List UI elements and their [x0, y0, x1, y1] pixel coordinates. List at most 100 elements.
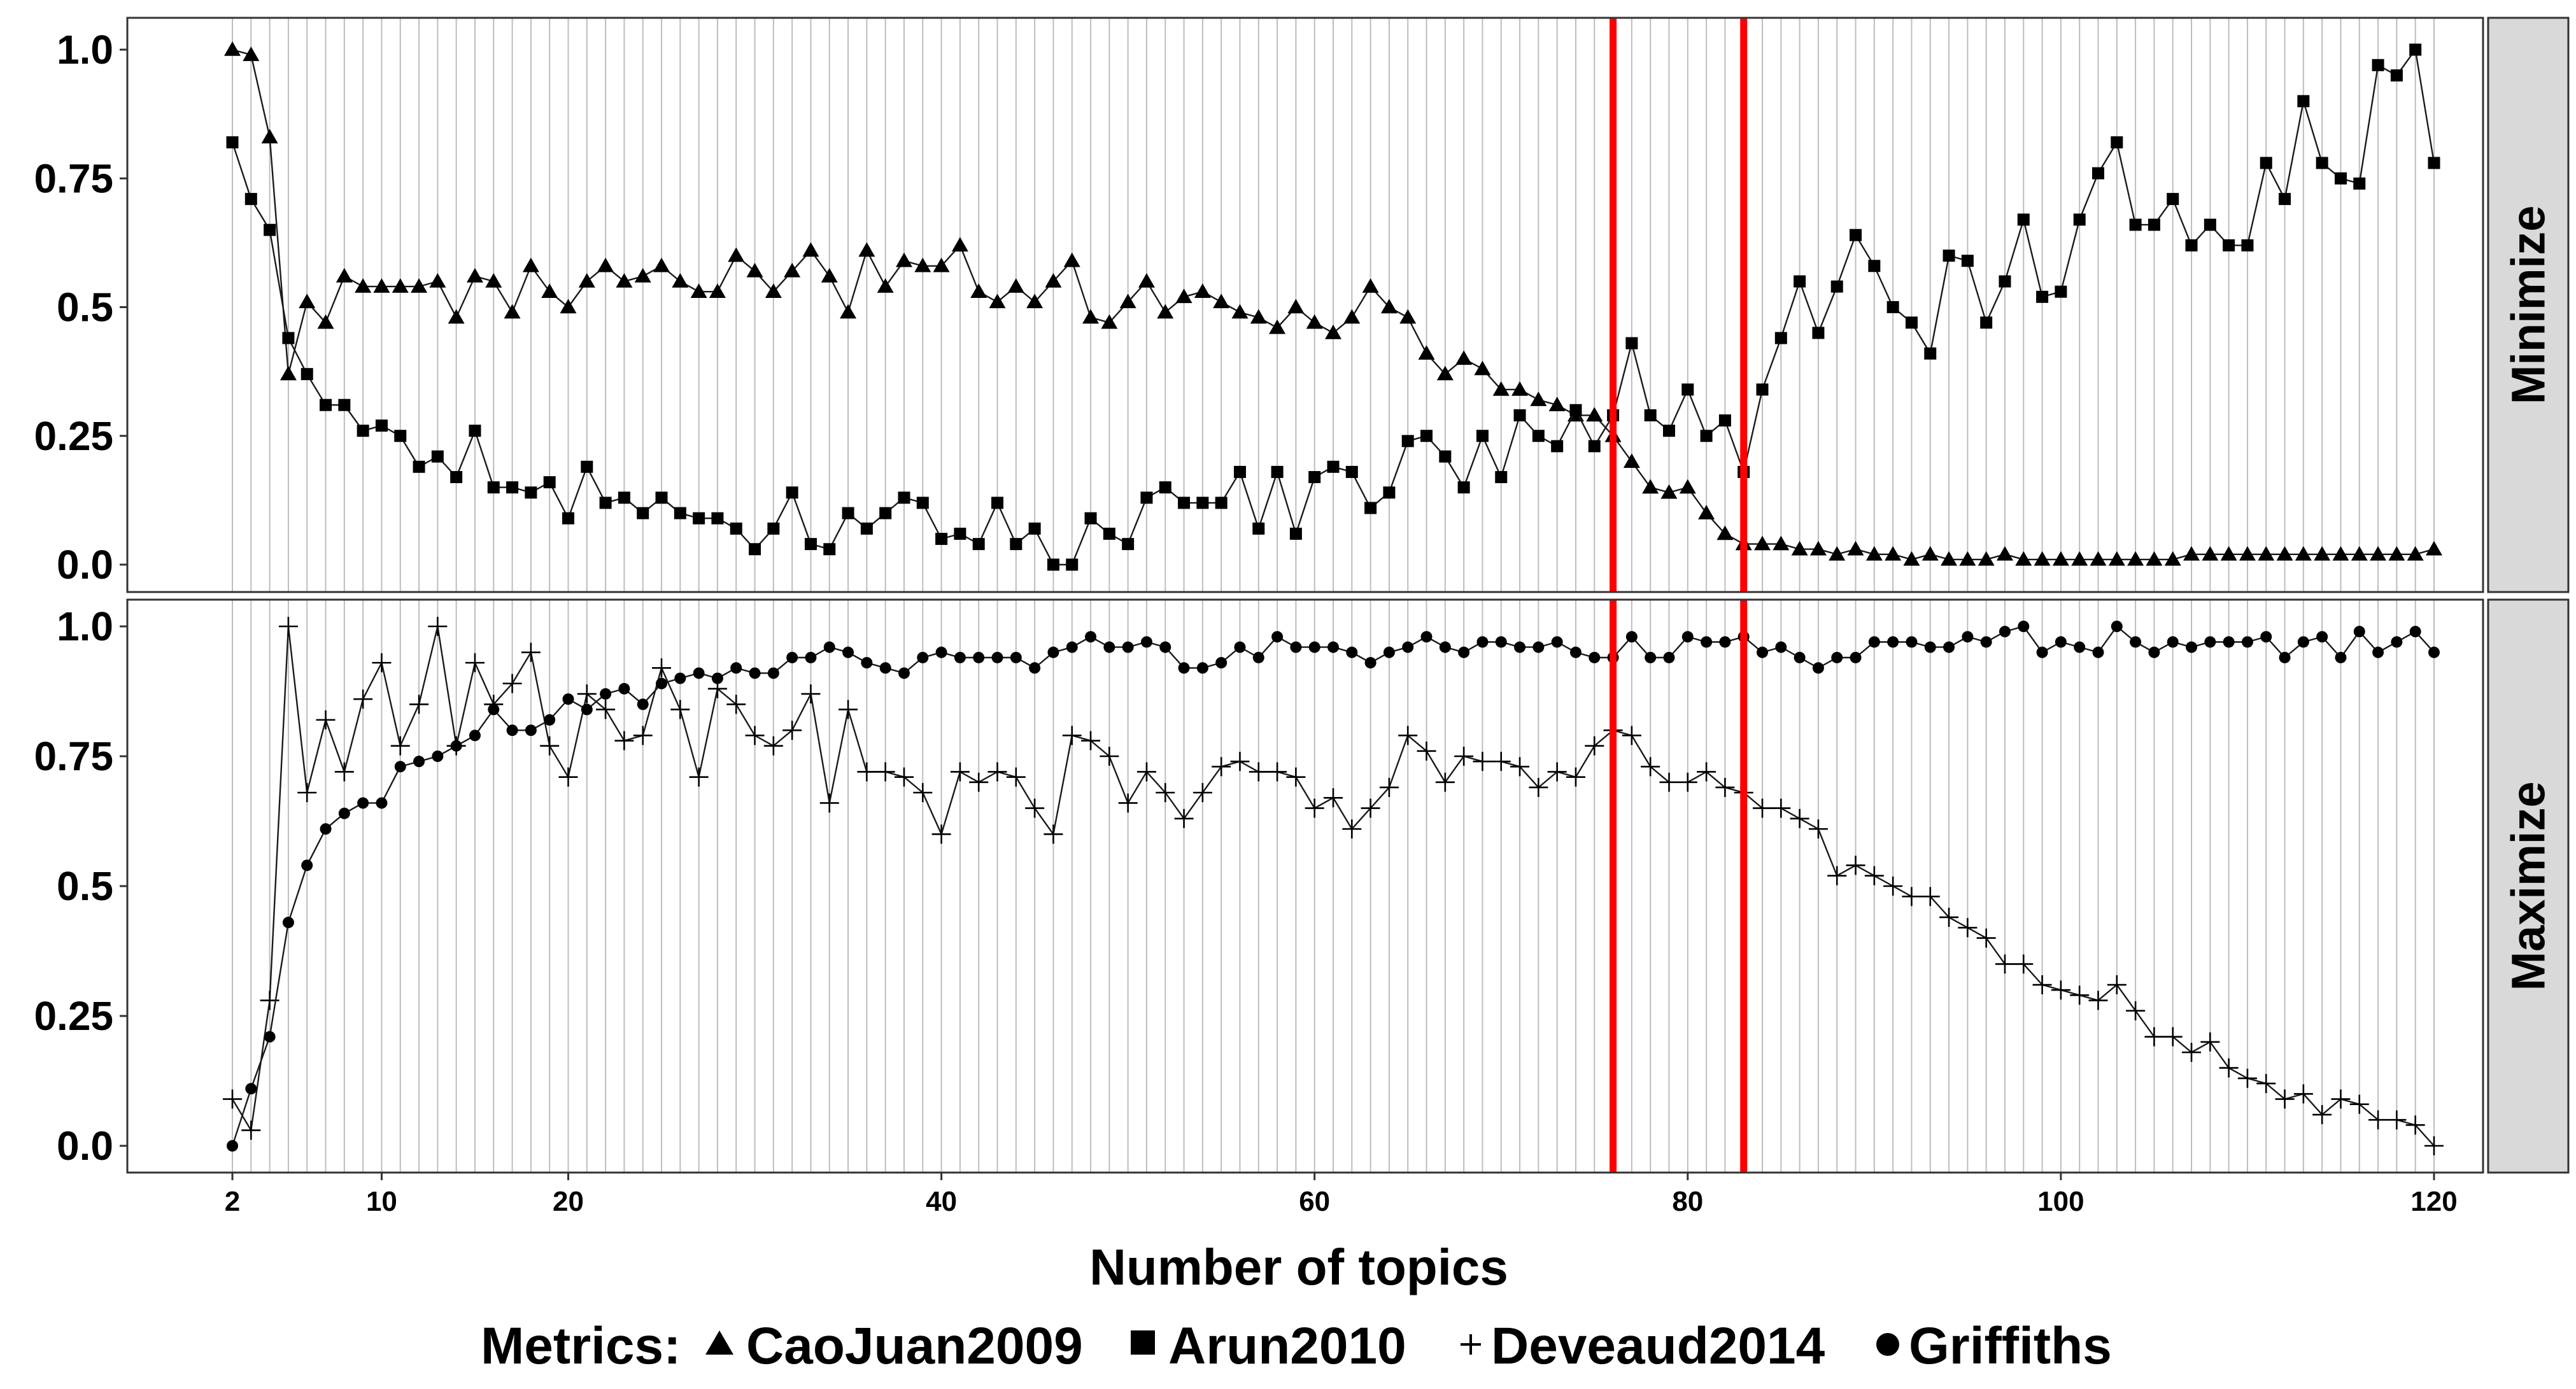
data-point-griffiths — [394, 761, 406, 773]
data-point-deveaud2014 — [875, 762, 895, 782]
data-point-arun2010 — [2185, 239, 2198, 251]
x-tick-label: 100 — [2037, 1186, 2084, 1217]
data-point-caojuan2009 — [1250, 309, 1267, 324]
data-point-griffiths — [618, 682, 630, 694]
data-point-griffiths — [282, 917, 294, 929]
data-point-griffiths — [637, 698, 649, 710]
data-point-caojuan2009 — [224, 41, 241, 56]
data-point-deveaud2014 — [409, 694, 429, 714]
data-point-caojuan2009 — [765, 283, 782, 298]
data-point-caojuan2009 — [373, 278, 390, 293]
data-point-deveaud2014 — [1659, 772, 1679, 792]
data-point-deveaud2014 — [1790, 808, 1809, 828]
data-point-deveaud2014 — [1212, 757, 1231, 777]
x-axis-title: Number of topics — [1089, 1239, 1508, 1295]
x-tick-label: 60 — [1299, 1186, 1330, 1217]
legend-marker-griffiths — [1876, 1333, 1899, 1356]
data-point-griffiths — [1569, 646, 1582, 658]
data-point-arun2010 — [2167, 193, 2179, 206]
data-point-deveaud2014 — [1342, 819, 1362, 839]
data-point-caojuan2009 — [2426, 540, 2442, 556]
data-point-griffiths — [1719, 636, 1731, 648]
data-point-caojuan2009 — [2146, 551, 2163, 566]
data-point-arun2010 — [935, 533, 948, 546]
data-point-deveaud2014 — [1510, 757, 1530, 777]
data-point-arun2010 — [2036, 290, 2049, 303]
data-point-caojuan2009 — [2351, 546, 2368, 561]
data-point-griffiths — [1906, 636, 1918, 648]
data-point-deveaud2014 — [2051, 980, 2070, 1000]
data-point-deveaud2014 — [670, 700, 690, 719]
data-point-caojuan2009 — [858, 242, 875, 257]
data-point-deveaud2014 — [1622, 726, 1641, 745]
data-point-deveaud2014 — [839, 700, 858, 719]
legend-label-deveaud2014: Deveaud2014 — [1491, 1317, 1825, 1375]
data-point-deveaud2014 — [1454, 747, 1474, 766]
data-point-caojuan2009 — [2071, 551, 2088, 566]
data-point-caojuan2009 — [802, 242, 819, 257]
legend-label-griffiths: Griffiths — [1909, 1317, 2112, 1375]
data-point-griffiths — [805, 651, 817, 663]
data-point-griffiths — [413, 756, 425, 768]
data-point-caojuan2009 — [411, 278, 428, 293]
data-point-caojuan2009 — [541, 283, 558, 298]
data-point-arun2010 — [1999, 275, 2011, 288]
data-point-arun2010 — [264, 223, 276, 236]
data-point-arun2010 — [375, 420, 388, 432]
data-point-arun2010 — [1401, 435, 1414, 448]
data-point-caojuan2009 — [970, 283, 987, 298]
x-tick-label: 20 — [553, 1186, 584, 1217]
facet-label-minimize: Minimize — [2502, 206, 2555, 404]
data-point-griffiths — [2260, 631, 2272, 643]
data-point-arun2010 — [2223, 239, 2235, 251]
data-point-arun2010 — [1905, 316, 1918, 329]
data-point-deveaud2014 — [1398, 726, 1418, 745]
data-point-arun2010 — [1551, 440, 1564, 453]
data-point-arun2010 — [2334, 172, 2347, 185]
data-point-deveaud2014 — [969, 772, 989, 792]
x-tick-label: 2 — [225, 1186, 240, 1217]
data-point-griffiths — [730, 662, 742, 674]
data-point-caojuan2009 — [1343, 309, 1361, 324]
data-point-caojuan2009 — [784, 262, 801, 278]
data-point-griffiths — [1812, 662, 1824, 674]
data-point-arun2010 — [431, 450, 444, 463]
data-point-deveaud2014 — [2368, 1110, 2388, 1130]
data-point-caojuan2009 — [1996, 546, 2013, 561]
data-point-deveaud2014 — [2424, 1136, 2444, 1155]
data-point-griffiths — [562, 693, 574, 705]
data-point-griffiths — [1701, 636, 1713, 648]
data-point-arun2010 — [618, 491, 630, 504]
data-point-arun2010 — [1812, 327, 1825, 339]
data-point-caojuan2009 — [1063, 252, 1080, 267]
data-point-griffiths — [1645, 651, 1657, 663]
data-point-caojuan2009 — [1716, 525, 1734, 540]
data-point-griffiths — [2391, 636, 2403, 648]
data-point-caojuan2009 — [1436, 365, 1454, 381]
data-point-griffiths — [879, 662, 891, 674]
data-point-arun2010 — [1420, 430, 1433, 442]
legend-item-griffiths: Griffiths — [1876, 1317, 2112, 1375]
data-point-griffiths — [2036, 646, 2048, 658]
data-point-arun2010 — [693, 512, 705, 525]
data-point-caojuan2009 — [560, 299, 577, 314]
data-point-deveaud2014 — [2144, 1027, 2164, 1047]
data-point-griffiths — [1402, 641, 1414, 653]
data-point-caojuan2009 — [355, 278, 372, 293]
data-point-caojuan2009 — [317, 314, 334, 329]
data-point-caojuan2009 — [1399, 309, 1417, 324]
data-point-deveaud2014 — [652, 658, 672, 678]
data-point-arun2010 — [637, 507, 649, 519]
data-point-arun2010 — [1850, 229, 1862, 241]
data-point-arun2010 — [1010, 538, 1023, 551]
data-point-arun2010 — [1961, 255, 1974, 267]
data-point-deveaud2014 — [1920, 887, 1940, 906]
data-point-deveaud2014 — [2256, 1074, 2276, 1094]
data-point-griffiths — [1458, 646, 1470, 658]
data-point-arun2010 — [711, 512, 724, 525]
data-point-arun2010 — [1868, 260, 1881, 272]
data-point-griffiths — [2241, 636, 2253, 648]
data-point-griffiths — [1066, 641, 1078, 653]
legend-item-arun2010: Arun2010 — [1131, 1317, 1406, 1375]
